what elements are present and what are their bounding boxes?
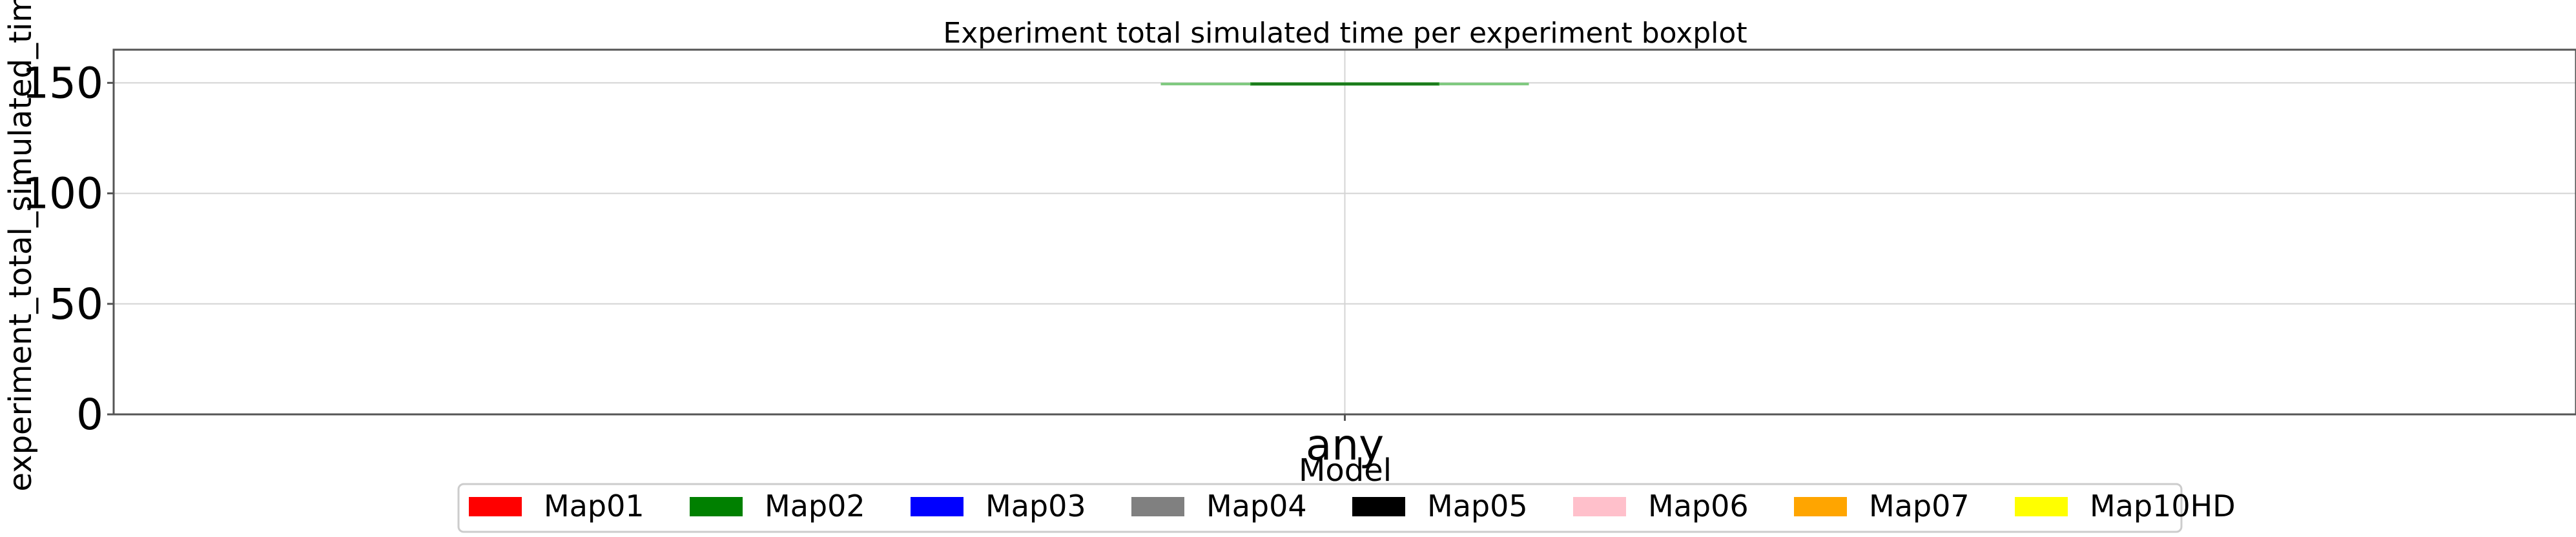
x-tick-label: any — [1306, 420, 1384, 470]
legend-swatch — [911, 497, 963, 516]
x-axis-label: Model — [1299, 452, 1392, 489]
legend-label: Map01 — [544, 489, 644, 523]
legend-label: Map02 — [765, 489, 865, 523]
legend-frame — [457, 483, 2183, 533]
chart-title: Experiment total simulated time per expe… — [943, 17, 1747, 50]
legend-label: Map07 — [1869, 489, 1970, 523]
grid-lines — [114, 50, 2576, 415]
legend-item-map02: Map02 — [690, 489, 865, 523]
legend-item-map03: Map03 — [911, 489, 1086, 523]
legend-items: Map01 Map02 Map03 Map04 Map05 Map06 Map07 Map10… — [469, 489, 2236, 523]
legend-label: Map04 — [1206, 489, 1307, 523]
legend-swatch — [1131, 497, 1184, 516]
legend-item-map06: Map06 — [1573, 489, 1749, 523]
x-axis-ticks: any — [1306, 414, 1384, 470]
legend-label: Map03 — [985, 489, 1086, 523]
legend-label: Map10HD — [2090, 489, 2236, 523]
legend-item-map04: Map04 — [1131, 489, 1307, 523]
legend-swatch — [2015, 497, 2068, 516]
legend-item-map05: Map05 — [1352, 489, 1528, 523]
legend: Map01 Map02 Map03 Map04 Map05 Map06 Map07 Map10… — [457, 483, 2236, 533]
box-any — [1160, 82, 1529, 86]
box-series — [1160, 82, 1529, 86]
legend-item-map01: Map01 — [469, 489, 644, 523]
y-tick-label: 150 — [22, 58, 103, 108]
y-tick-label: 100 — [22, 169, 103, 219]
legend-swatch — [1794, 497, 1847, 516]
legend-item-map07: Map07 — [1794, 489, 1970, 523]
legend-item-map10hd: Map10HD — [2015, 489, 2236, 523]
legend-label: Map05 — [1427, 489, 1528, 523]
legend-swatch — [1352, 497, 1405, 516]
legend-swatch — [1573, 497, 1626, 516]
y-axis-label: experiment_total_simulated_time — [3, 0, 39, 492]
legend-label: Map06 — [1648, 489, 1749, 523]
y-tick-label: 0 — [76, 390, 103, 440]
y-axis-ticks: 0 50 100 150 — [22, 58, 114, 440]
legend-swatch — [690, 497, 743, 516]
y-tick-label: 50 — [49, 279, 103, 329]
legend-swatch — [469, 497, 522, 516]
